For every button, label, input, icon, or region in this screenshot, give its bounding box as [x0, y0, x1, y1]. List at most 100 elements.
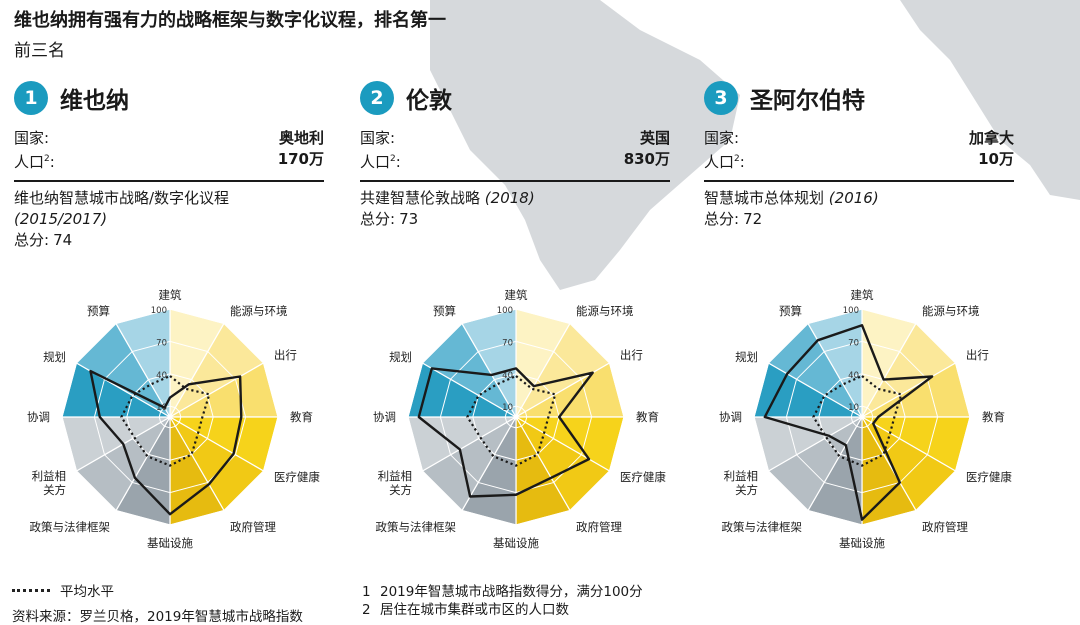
- country-label: 国家:: [704, 129, 740, 147]
- radar-grid-ring: [407, 308, 625, 526]
- radar-category-label: 出行: [274, 348, 297, 362]
- radar-category-label: 建筑: [851, 288, 874, 302]
- radar-grid-ring: [472, 373, 560, 461]
- chart-title: 维也纳拥有强有力的战略框架与数字化议程，排名第一: [14, 10, 446, 31]
- radar-category-label: 医疗健康: [274, 470, 320, 484]
- score-value: 74: [53, 231, 73, 249]
- radar-category-label: 预算: [87, 304, 110, 318]
- radar-category-label: 规划: [389, 350, 412, 364]
- rank-badge: 2: [360, 81, 394, 115]
- radar-tick-label: 40: [156, 371, 167, 381]
- rank-badge: 1: [14, 81, 48, 115]
- radar-category-label: 利益相关方: [724, 469, 759, 497]
- divider: [704, 180, 1014, 182]
- radar-tick-label: 70: [156, 338, 167, 348]
- radar-category-label: 出行: [966, 348, 989, 362]
- score-value: 72: [743, 210, 763, 228]
- radar-wedges: [61, 308, 279, 526]
- radar-tick-label: 10: [502, 403, 513, 413]
- radar-category-label: 出行: [620, 348, 643, 362]
- divider: [14, 180, 324, 182]
- average-series-line: [120, 374, 211, 467]
- radar-category-label: 规划: [735, 350, 758, 364]
- city-series-line: [89, 369, 243, 516]
- radar-tick-label: 100: [843, 306, 859, 316]
- radar-category-label: 能源与环境: [230, 304, 288, 318]
- city-panel-3: 3 圣阿尔伯特 国家: 加拿大 人口2: 10万 智慧城市总体规划 (2016) 总…: [704, 80, 1014, 230]
- city-panel-2: 2 伦敦 国家: 英国 人口2: 830万 共建智慧伦敦战略 (2018) 总分: 7…: [360, 80, 670, 230]
- radar-grid-ring: [61, 308, 279, 526]
- population-value: 10万: [978, 150, 1014, 168]
- radar-grid-ring: [504, 405, 528, 429]
- radar-category-label: 能源与环境: [922, 304, 980, 318]
- radar-category-label: 政策与法律框架: [376, 520, 457, 534]
- average-series-line: [812, 374, 903, 467]
- radar-category-label: 医疗健康: [966, 470, 1012, 484]
- score-line: 总分: 72: [704, 210, 763, 228]
- radar-category-label: 预算: [779, 304, 802, 318]
- country-value: 奥地利: [278, 129, 324, 147]
- radar-category-label: 协调: [719, 410, 742, 424]
- radar-grid-ring: [439, 340, 593, 494]
- radar-category-label: 利益相关方: [378, 469, 413, 497]
- country-value: 英国: [639, 129, 670, 147]
- strategy-name: 维也纳智慧城市战略/数字化议程 (2015/2017): [14, 189, 230, 228]
- country-label: 国家:: [360, 129, 396, 147]
- radar-grid-ring: [850, 405, 874, 429]
- strategy-name: 共建智慧伦敦战略 (2018): [360, 189, 535, 207]
- population-label: 人口2:: [704, 153, 745, 171]
- footnote-2: 2 居住在城市集群或市区的人口数: [362, 602, 569, 618]
- divider: [360, 180, 670, 182]
- population-label: 人口2:: [14, 153, 55, 171]
- radar-grid-ring: [818, 373, 906, 461]
- city-name: 圣阿尔伯特: [750, 88, 865, 114]
- city-panel-1: 1 维也纳 国家: 奥地利 人口2: 170万 维也纳智慧城市战略/数字化议程 (20…: [14, 80, 324, 251]
- radar-grid-ring: [753, 308, 971, 526]
- city-series-line: [763, 324, 934, 521]
- radar-chart-2: 10 40 70 100 建筑 能源与环境 出行 教育 医疗健康 政府管理 基础设施 政策与法律框架 利…: [346, 280, 686, 555]
- strategy-name: 智慧城市总体规划 (2016): [704, 189, 879, 207]
- radar-category-label: 基础设施: [493, 536, 539, 550]
- radar-category-label: 能源与环境: [576, 304, 634, 318]
- radar-tick-label: 100: [151, 306, 167, 316]
- radar-category-label: 协调: [27, 410, 50, 424]
- dotted-line-swatch: [12, 588, 50, 592]
- radar-grid-ring: [126, 373, 214, 461]
- radar-category-label: 预算: [433, 304, 456, 318]
- radar-category-label: 政府管理: [922, 520, 968, 534]
- city-name: 维也纳: [60, 88, 129, 114]
- radar-category-label: 协调: [373, 410, 396, 424]
- radar-tick-label: 10: [848, 403, 859, 413]
- footnote-1: 1 2019年智慧城市战略指数得分，满分100分: [362, 584, 643, 600]
- radar-chart-3: 10 40 70 100 建筑 能源与环境 出行 教育 医疗健康 政府管理 基础设施 政策与法律框架 利…: [692, 280, 1032, 555]
- radar-tick-label: 70: [848, 338, 859, 348]
- radar-tick-label: 10: [156, 403, 167, 413]
- radar-tick-label: 40: [502, 371, 513, 381]
- city-series-line: [417, 367, 594, 498]
- legend-average-label: 平均水平: [60, 584, 114, 600]
- radar-category-label: 教育: [290, 410, 313, 424]
- rank-badge: 3: [704, 81, 738, 115]
- radar-tick-label: 40: [848, 371, 859, 381]
- population-label: 人口2:: [360, 153, 401, 171]
- radar-category-label: 政府管理: [230, 520, 276, 534]
- radar-category-label: 建筑: [505, 288, 528, 302]
- north-america-shape: [900, 0, 1080, 200]
- radar-chart-1: 10 40 70 100 建筑 能源与环境 出行 教育 医疗健康 政府管理 基础设施 政策与法律框架 利…: [0, 280, 340, 555]
- radar-category-label: 政府管理: [576, 520, 622, 534]
- legend: 平均水平: [12, 580, 114, 600]
- source-note: 资料来源：罗兰贝格，2019年智慧城市战略指数: [12, 609, 303, 625]
- radar-category-label: 教育: [636, 410, 659, 424]
- country-label: 国家:: [14, 129, 50, 147]
- chart-subtitle: 前三名: [14, 41, 65, 61]
- score-value: 73: [399, 210, 419, 228]
- radar-category-label: 政策与法律框架: [722, 520, 803, 534]
- radar-tick-label: 70: [502, 338, 513, 348]
- population-value: 830万: [623, 150, 670, 168]
- radar-category-label: 基础设施: [839, 536, 885, 550]
- radar-category-label: 建筑: [159, 288, 182, 302]
- population-value: 170万: [277, 150, 324, 168]
